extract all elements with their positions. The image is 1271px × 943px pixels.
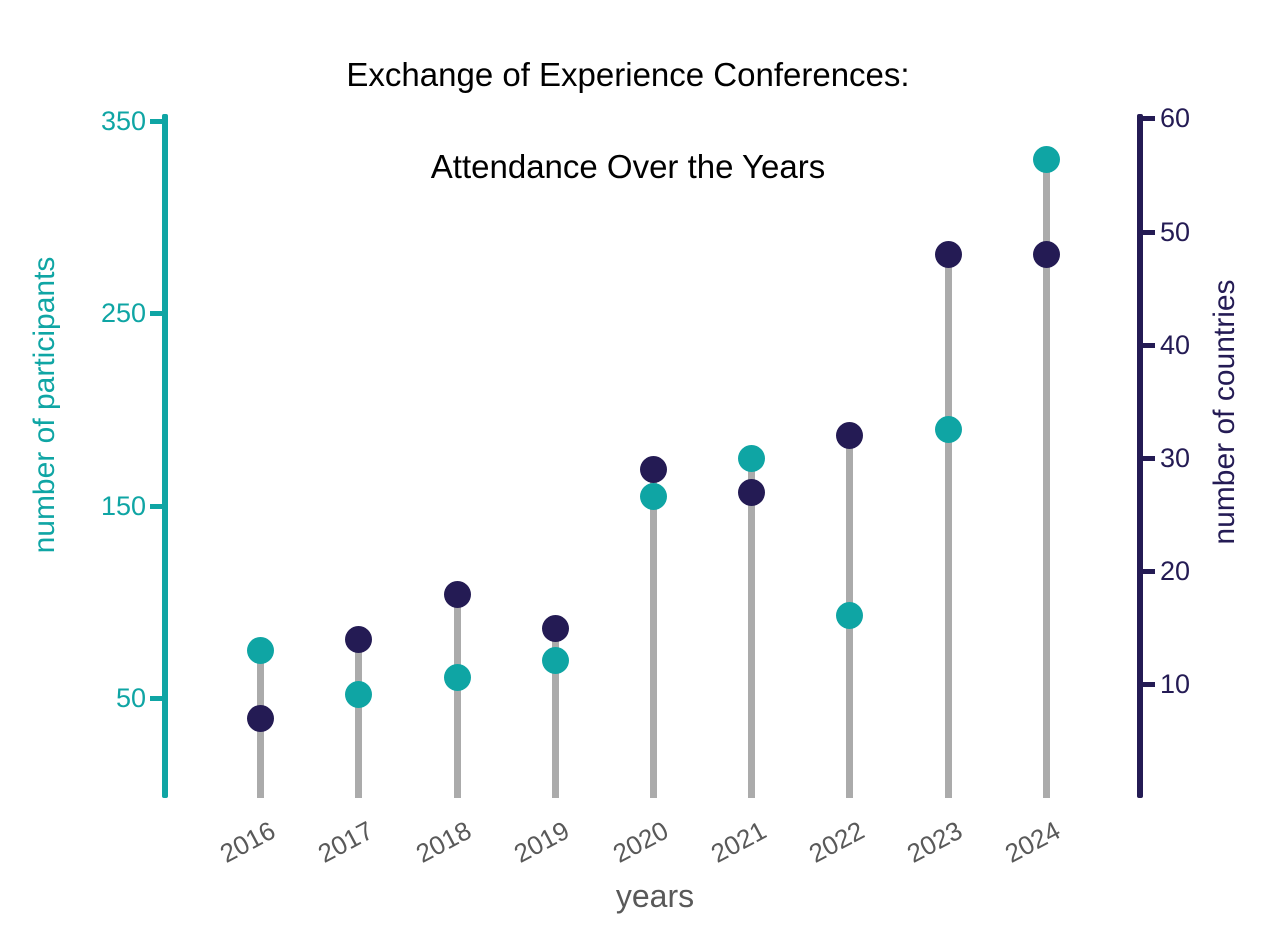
countries-dot-2021 [738,478,766,506]
left-axis-tick-label-250: 250 [100,298,146,329]
participants-dot-2022 [836,602,864,630]
countries-dot-2016 [247,705,275,733]
chart-title-line1: Exchange of Experience Conferences: [346,56,910,93]
left-axis-tick-label-50: 50 [115,683,146,714]
right-axis-tick-label-40: 40 [1160,329,1191,360]
x-tick-label-2021: 2021 [705,815,771,869]
chart-title: Exchange of Experience Conferences: Atte… [128,52,1128,190]
participants-dot-2023 [934,415,962,443]
right-axis-tick-30 [1142,455,1155,461]
left-axis-tick-50 [150,696,163,702]
right-axis-tick-label-50: 50 [1160,216,1191,247]
stem-2023 [944,254,952,798]
stem-2018 [453,594,461,798]
left-axis-tick-350 [150,118,163,124]
right-axis-tick-20 [1142,569,1155,575]
left-axis-tick-150 [150,503,163,509]
right-axis-tick-label-10: 10 [1160,669,1191,700]
right-axis-tick-label-30: 30 [1160,442,1191,473]
participants-dot-2019 [541,646,569,674]
right-axis-tick-label-20: 20 [1160,556,1191,587]
participants-dot-2016 [247,637,275,665]
chart-title-line2: Attendance Over the Years [430,148,826,185]
left-axis-label: number of participants [28,256,61,554]
countries-dot-2023 [934,241,962,269]
stem-2020 [650,469,657,798]
x-tick-label-2020: 2020 [607,815,673,869]
right-axis-tick-50 [1142,229,1155,235]
stem-2017 [355,639,363,798]
countries-dot-2019 [541,614,569,642]
stem-2021 [748,458,756,798]
right-axis-tick-10 [1142,682,1155,688]
stem-2019 [551,628,559,798]
x-tick-label-2023: 2023 [902,815,968,869]
participants-dot-2021 [738,444,766,472]
x-tick-label-2022: 2022 [803,815,869,869]
right-axis-tick-label-60: 60 [1160,103,1191,134]
participants-dot-2024 [1032,146,1060,174]
participants-dot-2020 [640,483,667,511]
left-axis-tick-250 [150,311,163,317]
x-tick-label-2018: 2018 [411,815,477,869]
countries-dot-2020 [640,456,667,484]
participants-dot-2018 [443,664,471,692]
x-tick-label-2024: 2024 [1000,815,1066,869]
countries-dot-2018 [443,580,471,608]
left-axis-line [162,114,168,798]
stem-2024 [1042,159,1050,798]
left-axis-tick-label-350: 350 [100,105,146,136]
countries-dot-2024 [1032,241,1060,269]
x-tick-label-2017: 2017 [312,815,378,869]
right-axis-line [1137,114,1143,798]
right-axis-tick-40 [1142,342,1155,348]
left-axis-tick-label-150: 150 [100,490,146,521]
x-tick-label-2016: 2016 [214,815,280,869]
right-axis-tick-60 [1142,116,1155,122]
x-axis-label: years [615,878,695,914]
x-tick-label-2019: 2019 [509,815,575,869]
countries-dot-2022 [836,422,864,450]
participants-dot-2017 [345,681,373,709]
countries-dot-2017 [345,626,373,654]
